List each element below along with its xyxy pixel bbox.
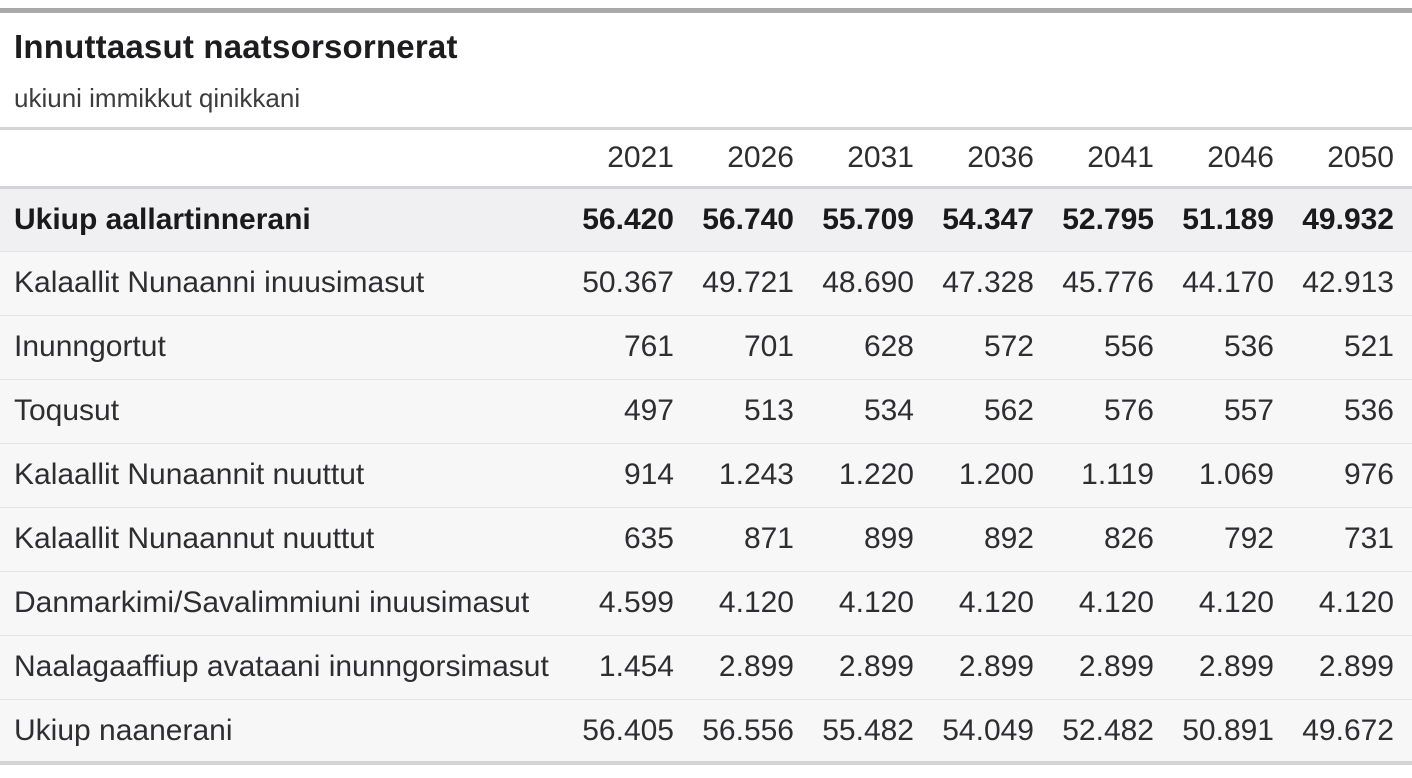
year-header-cell: 2026 [692,126,812,189]
row-value: 2.899 [958,650,1034,684]
table-row: Kalaallit Nunaanni inuusimasut 50.367 49.… [0,251,1412,316]
row-value: 497 [623,394,674,428]
row-label: Naalagaaffiup avataani inunngorsimasut [14,650,549,684]
page-subtitle: ukiuni immikkut qinikkani [14,82,301,113]
table-body: Ukiup aallartinnerani 56.420 56.740 55.709… [0,187,1412,764]
row-value: 54.347 [942,202,1034,236]
row-value: 871 [743,522,794,556]
table-row: Kalaallit Nunaannut nuuttut 635 871 899 892… [0,507,1412,572]
row-value: 4.120 [718,586,794,620]
row-value: 562 [983,394,1034,428]
row-value: 47.328 [942,266,1034,300]
table-row: Naalagaaffiup avataani inunngorsimasut 1… [0,635,1412,700]
row-value: 976 [1343,458,1394,492]
row-value: 2.899 [838,650,914,684]
row-value: 628 [863,330,914,364]
row-value: 56.556 [702,713,794,747]
row-value: 899 [863,522,914,556]
row-value: 1.243 [718,458,794,492]
row-value: 4.120 [958,586,1034,620]
row-value: 55.482 [822,713,914,747]
row-value: 4.120 [1318,586,1394,620]
year-header-row: 2021 2026 2031 2036 2041 2046 2050 [0,126,1412,189]
row-value: 1.200 [958,458,1034,492]
table-header: Innuttaasut naatsorsornerat ukiuni immik… [0,27,1412,114]
table-row: Toqusut 497 513 534 562 576 557 536 [0,379,1412,444]
row-value: 52.795 [1062,202,1154,236]
row-value: 44.170 [1182,266,1274,300]
year-header-cell: 2021 [572,126,692,189]
year-header-cell: 2041 [1052,126,1172,189]
row-value: 4.599 [598,586,674,620]
table-row: Ukiup naanerani 56.405 56.556 55.482 54.049… [0,699,1412,764]
row-label: Ukiup aallartinnerani [14,202,311,236]
row-value: 557 [1223,394,1274,428]
row-value: 792 [1223,522,1274,556]
row-value: 4.120 [1198,586,1274,620]
row-value: 556 [1103,330,1154,364]
year-header-cell: 2031 [812,126,932,189]
row-value: 572 [983,330,1034,364]
row-label: Toqusut [14,394,120,428]
row-label: Ukiup naanerani [14,713,233,747]
corner-cell [0,126,572,189]
row-value: 51.189 [1182,202,1274,236]
row-label: Kalaallit Nunaannut nuuttut [14,522,375,556]
row-value: 56.405 [582,713,674,747]
row-label: Inunngortut [14,330,166,364]
row-value: 731 [1343,522,1394,556]
page-title: Innuttaasut naatsorsornerat [14,28,458,65]
year-header-cell: 2046 [1172,126,1292,189]
row-value: 48.690 [822,266,914,300]
row-value: 52.482 [1062,713,1154,747]
row-value: 55.709 [822,202,914,236]
row-value: 513 [743,394,794,428]
row-value: 892 [983,522,1034,556]
row-value: 534 [863,394,914,428]
row-value: 4.120 [838,586,914,620]
row-value: 49.932 [1302,202,1394,236]
row-value: 56.420 [582,202,674,236]
row-value: 45.776 [1062,266,1154,300]
row-value: 576 [1103,394,1154,428]
row-value: 2.899 [1318,650,1394,684]
row-label: Kalaallit Nunaanni inuusimasut [14,266,425,300]
row-value: 54.049 [942,713,1034,747]
row-value: 826 [1103,522,1154,556]
row-value: 49.721 [702,266,794,300]
year-header-cell: 2036 [932,126,1052,189]
row-value: 914 [623,458,674,492]
row-value: 42.913 [1302,266,1394,300]
row-value: 536 [1343,394,1394,428]
row-label: Danmarkimi/Savalimmiuni inuusimasut [14,586,530,620]
statistics-table-widget: Innuttaasut naatsorsornerat ukiuni immik… [0,8,1412,765]
row-value: 1.119 [1081,458,1154,492]
row-value: 49.672 [1302,713,1394,747]
row-value: 56.740 [702,202,794,236]
row-value: 521 [1343,330,1394,364]
table-row: Danmarkimi/Savalimmiuni inuusimasut 4.59… [0,571,1412,636]
row-value: 701 [743,330,794,364]
row-value: 4.120 [1078,586,1154,620]
row-value: 50.891 [1182,713,1274,747]
year-header-cell: 2050 [1292,126,1412,189]
row-value: 1.454 [598,650,674,684]
table-row: Inunngortut 761 701 628 572 556 536 521 [0,315,1412,380]
table-row: Ukiup aallartinnerani 56.420 56.740 55.709… [0,187,1412,252]
table-row: Kalaallit Nunaannit nuuttut 914 1.243 1.22… [0,443,1412,508]
row-value: 2.899 [718,650,794,684]
row-value: 50.367 [582,266,674,300]
row-value: 1.069 [1198,458,1274,492]
table-head: 2021 2026 2031 2036 2041 2046 2050 [0,126,1412,189]
row-value: 761 [623,330,674,364]
row-value: 536 [1223,330,1274,364]
row-value: 2.899 [1198,650,1274,684]
top-border-bar [0,8,1412,13]
population-table: 2021 2026 2031 2036 2041 2046 2050 Ukiup aalla… [0,126,1412,766]
row-value: 1.220 [838,458,914,492]
row-value: 2.899 [1078,650,1154,684]
row-label: Kalaallit Nunaannit nuuttut [14,458,365,492]
row-value: 635 [623,522,674,556]
